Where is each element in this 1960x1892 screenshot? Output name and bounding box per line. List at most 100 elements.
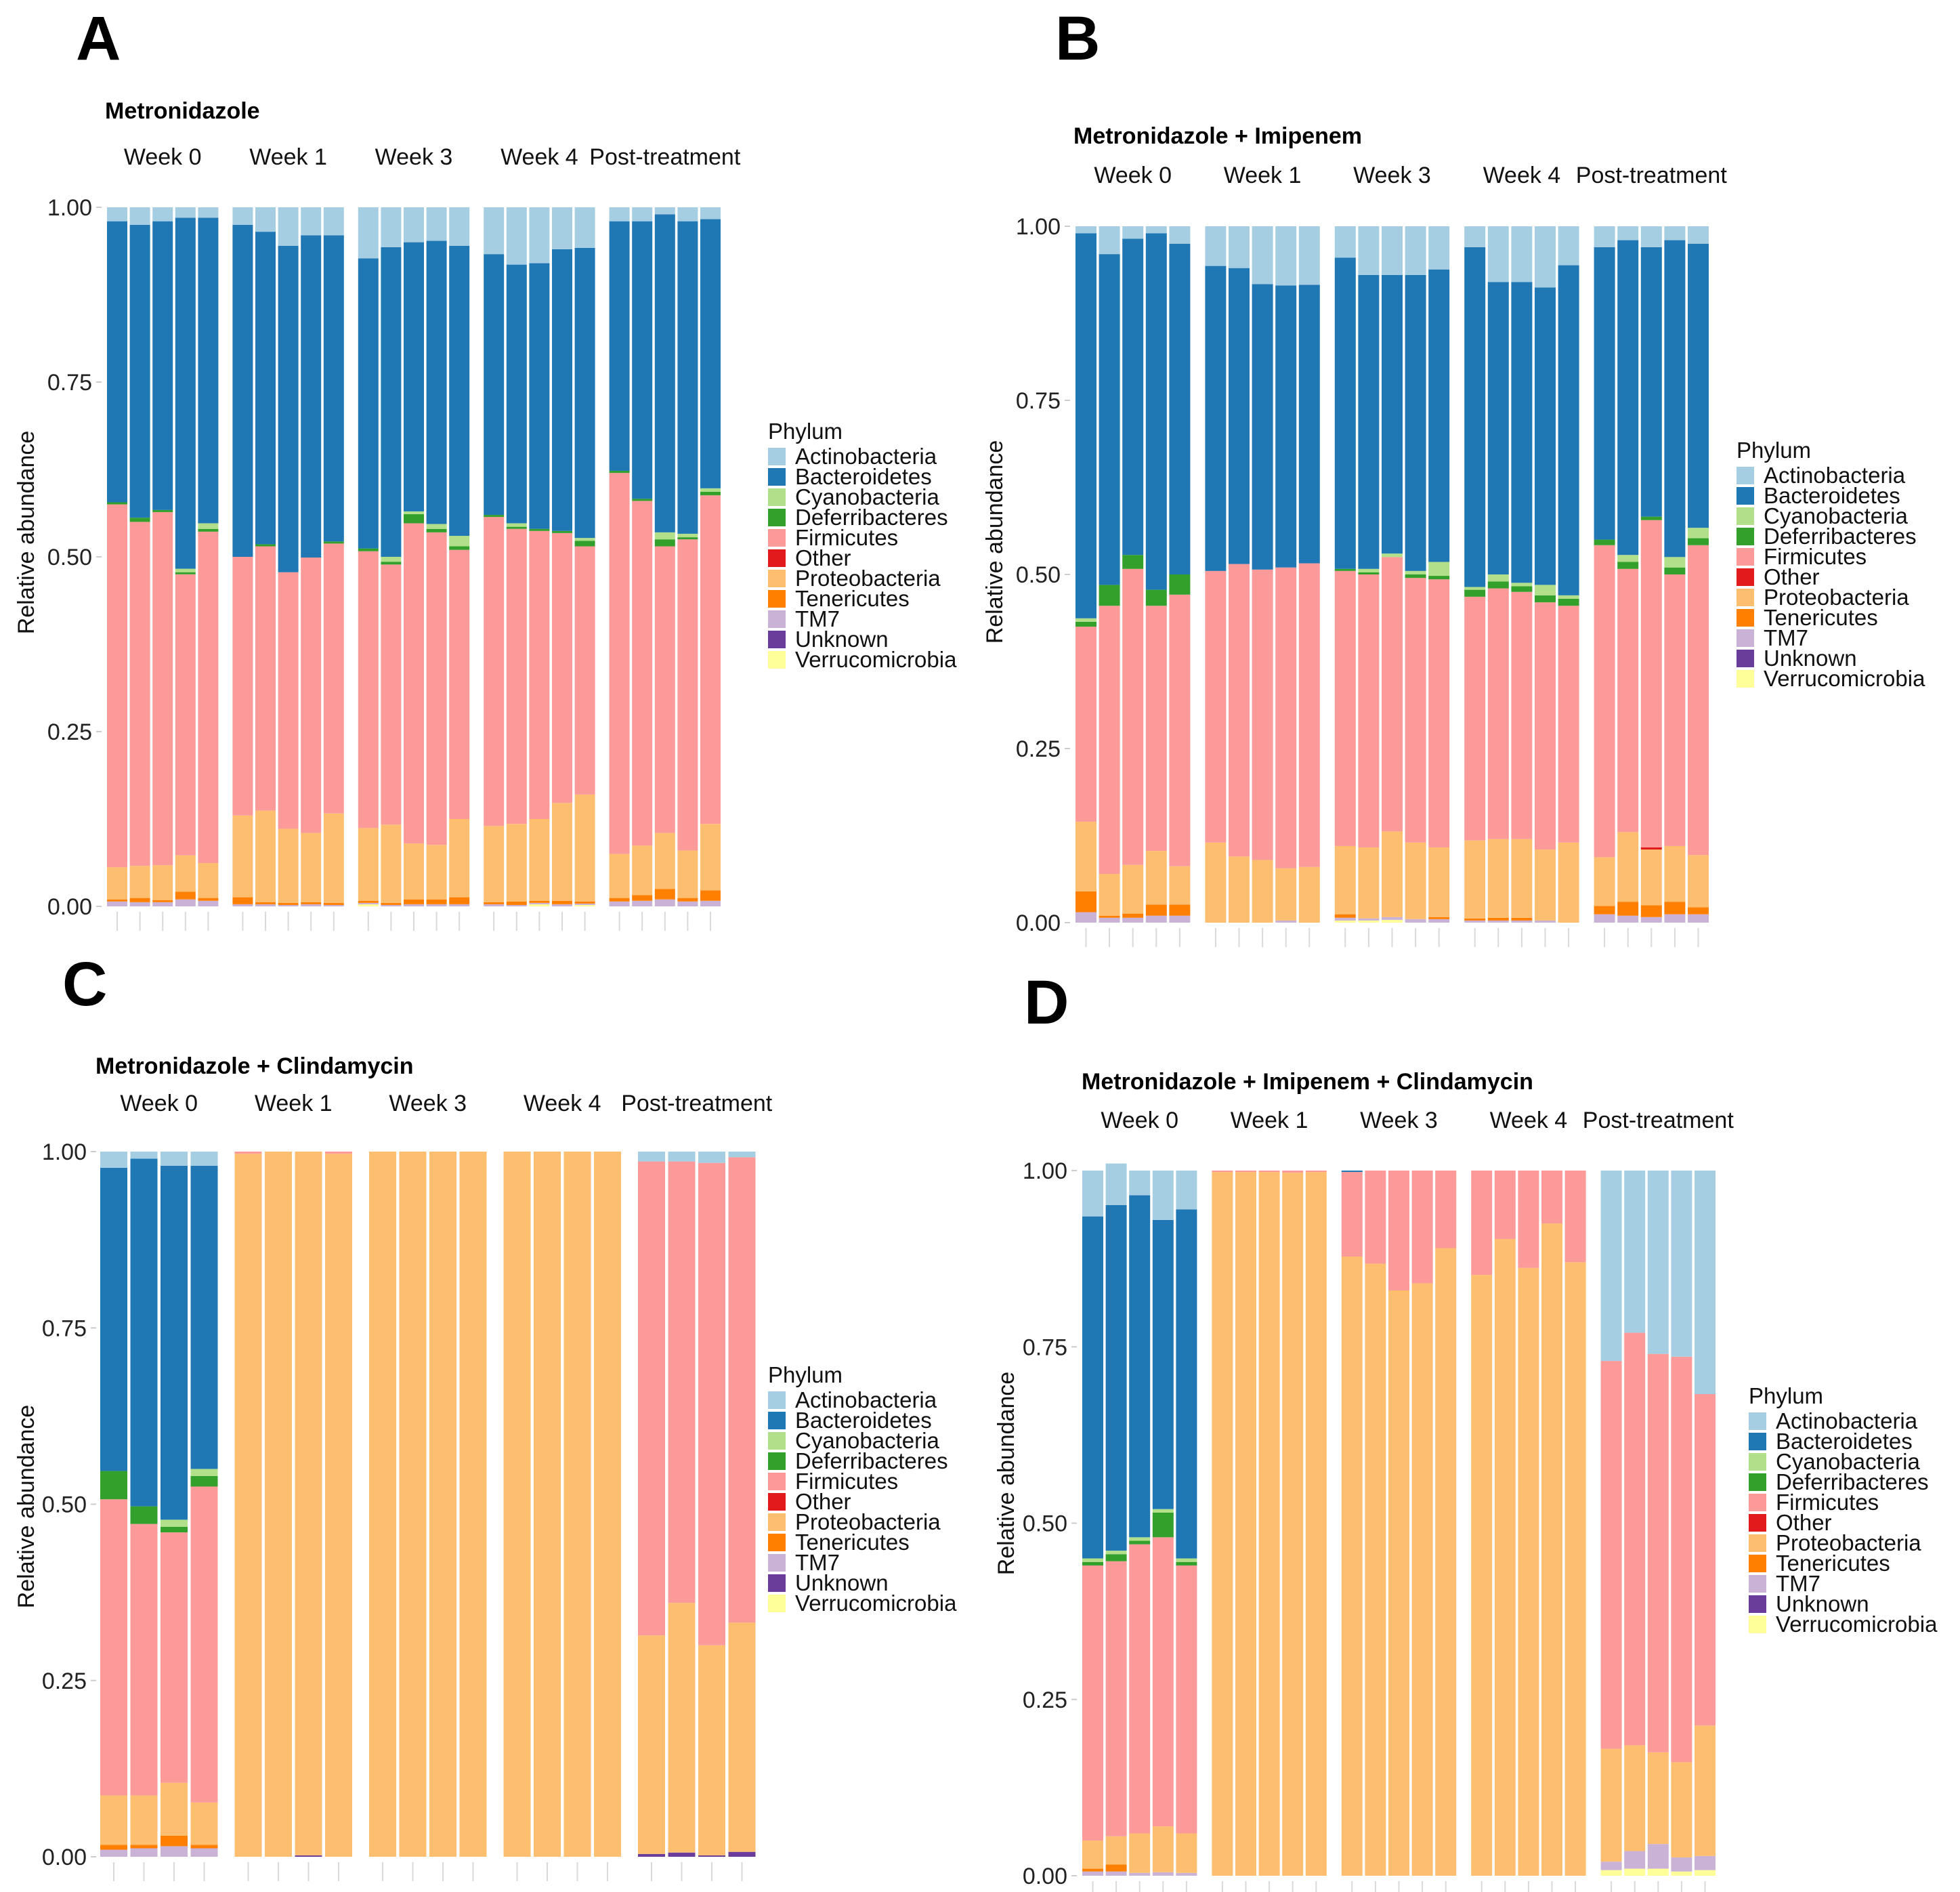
- segment-tm7: [484, 904, 505, 906]
- segment-tm7: [130, 1848, 158, 1857]
- segment-proteobacteria: [534, 1152, 561, 1857]
- sample-bar: [1082, 1171, 1103, 1876]
- legend-label: Proteobacteria: [795, 566, 941, 591]
- panel-d: D Metronidazole + Imipenem + Clindamycin 0…: [994, 968, 1938, 1892]
- segment-actinobacteria: [358, 207, 379, 259]
- segment-tm7: [323, 904, 344, 906]
- segment-tm7: [1640, 917, 1662, 923]
- segment-actinobacteria: [1176, 1171, 1197, 1210]
- facet-label: Week 0: [120, 1091, 198, 1116]
- segment-bacteroidetes: [301, 235, 322, 558]
- legend-swatch: [768, 610, 786, 628]
- segment-proteobacteria: [484, 826, 505, 902]
- segment-bacteroidetes: [1341, 1171, 1363, 1173]
- segment-proteobacteria: [255, 810, 276, 902]
- segment-actinobacteria: [1464, 226, 1486, 247]
- legend-item-firmicutes: Firmicutes: [1749, 1490, 1879, 1515]
- segment-firmicutes: [1235, 1171, 1256, 1173]
- legend-label: Unknown: [1776, 1591, 1869, 1616]
- legend-item-tm7: TM7: [768, 606, 840, 631]
- segment-bacteroidetes: [1487, 282, 1509, 574]
- legend-label: Tenericutes: [1764, 605, 1878, 630]
- sample-bar: [301, 207, 322, 906]
- legend-label: Cyanobacteria: [1776, 1449, 1920, 1474]
- segment-proteobacteria: [358, 828, 379, 901]
- facet-week-4: Week 4: [503, 1091, 621, 1881]
- segment-bacteroidetes: [529, 263, 550, 529]
- legend-swatch: [768, 509, 786, 526]
- legend-item-tenericutes: Tenericutes: [768, 1530, 910, 1555]
- segment-proteobacteria: [1487, 839, 1509, 918]
- sample-bar: [459, 1152, 487, 1857]
- segment-actinobacteria: [638, 1152, 665, 1162]
- segment-tm7: [255, 904, 276, 906]
- legend-swatch: [768, 570, 786, 587]
- segment-firmicutes: [1695, 1393, 1716, 1726]
- legend-swatch: [1737, 528, 1754, 545]
- facet-label: Post-treatment: [1576, 163, 1728, 188]
- sample-bar: [638, 1152, 665, 1857]
- sample-bar: [1695, 1171, 1716, 1876]
- segment-deferribacteres: [677, 537, 698, 540]
- sample-bar: [484, 207, 505, 906]
- sample-bar: [1334, 226, 1356, 923]
- sample-bar: [152, 207, 173, 906]
- segment-bacteroidetes: [175, 217, 196, 569]
- segment-firmicutes: [1258, 1171, 1280, 1173]
- sample-bar: [100, 1152, 127, 1857]
- segment-firmicutes: [1624, 1332, 1646, 1746]
- facet-week-3: Week 3: [369, 1091, 487, 1881]
- segment-proteobacteria: [506, 824, 527, 902]
- sample-bar: [1647, 1171, 1669, 1876]
- segment-tenericutes: [1464, 918, 1486, 921]
- legend: PhylumActinobacteriaBacteroidetesCyanoba…: [768, 1362, 957, 1616]
- legend-item-proteobacteria: Proteobacteria: [1737, 585, 1909, 610]
- segment-tenericutes: [1617, 902, 1639, 916]
- segment-actinobacteria: [1169, 226, 1191, 244]
- segment-deferribacteres: [529, 528, 550, 531]
- segment-proteobacteria: [1129, 1833, 1151, 1873]
- segment-tenericutes: [654, 889, 675, 900]
- legend-swatch: [768, 1493, 786, 1511]
- segment-bacteroidetes: [107, 221, 127, 503]
- segment-firmicutes: [1075, 627, 1096, 822]
- segment-proteobacteria: [1205, 842, 1227, 923]
- segment-actinobacteria: [506, 207, 527, 265]
- segment-actinobacteria: [1617, 226, 1639, 240]
- segment-firmicutes: [1541, 1171, 1562, 1224]
- segment-tm7: [574, 903, 595, 905]
- segment-tenericutes: [232, 897, 253, 904]
- segment-actinobacteria: [1558, 226, 1579, 266]
- legend-swatch: [1749, 1534, 1766, 1552]
- segment-tm7: [1664, 914, 1686, 923]
- segment-actinobacteria: [677, 207, 698, 222]
- segment-proteobacteria: [100, 1795, 127, 1845]
- segment-proteobacteria: [1695, 1725, 1716, 1856]
- segment-firmicutes: [1282, 1171, 1304, 1173]
- segment-bacteroidetes: [1275, 285, 1297, 568]
- segment-proteobacteria: [1541, 1223, 1562, 1876]
- segment-deferribacteres: [161, 1526, 188, 1533]
- sample-bar: [1229, 226, 1250, 923]
- panel-letter: B: [1055, 4, 1100, 73]
- segment-actinobacteria: [1600, 1171, 1622, 1362]
- facet-label: Post-treatment: [1583, 1108, 1734, 1133]
- segment-bacteroidetes: [552, 249, 572, 531]
- segment-proteobacteria: [1341, 1257, 1363, 1876]
- legend-item-deferribacteres: Deferribacteres: [768, 505, 948, 530]
- segment-proteobacteria: [1624, 1745, 1646, 1851]
- segment-tm7: [1169, 915, 1191, 923]
- segment-cyanobacteria: [1511, 583, 1533, 587]
- legend-item-proteobacteria: Proteobacteria: [1749, 1530, 1921, 1555]
- y-tick-label: 0.00: [47, 894, 92, 920]
- segment-deferribacteres: [1464, 589, 1486, 597]
- segment-tm7: [1428, 919, 1450, 923]
- sample-bar: [358, 207, 379, 906]
- legend-label: Firmicutes: [795, 525, 898, 550]
- segment-actinobacteria: [632, 207, 653, 222]
- segment-cyanobacteria: [1558, 595, 1579, 599]
- facet-week-1: Week 1: [232, 144, 344, 931]
- sample-bar: [399, 1152, 427, 1857]
- segment-tm7: [301, 904, 322, 906]
- segment-deferribacteres: [358, 548, 379, 551]
